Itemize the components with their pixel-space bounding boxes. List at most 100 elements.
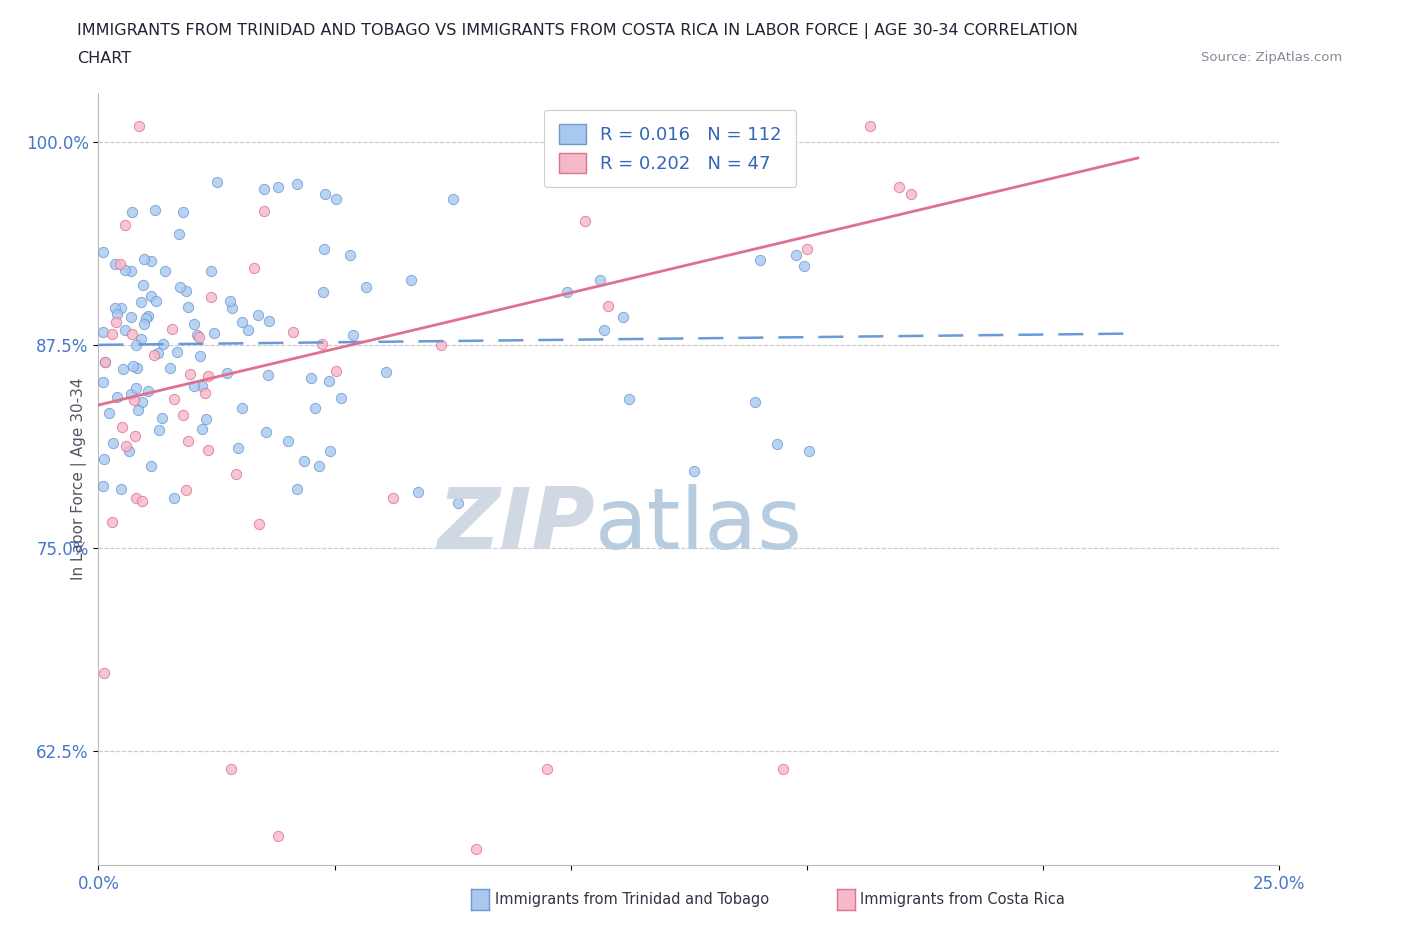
Text: Source: ZipAtlas.com: Source: ZipAtlas.com <box>1202 51 1343 64</box>
Point <box>124 429 146 444</box>
Point <box>139 458 162 473</box>
Point <box>128 118 150 133</box>
Y-axis label: In Labor Force | Age 30-34: In Labor Force | Age 30-34 <box>72 378 87 580</box>
Point <box>118 443 141 458</box>
Point <box>121 326 143 341</box>
Point <box>179 367 201 382</box>
Point <box>121 359 143 374</box>
Point <box>218 294 240 309</box>
Point <box>200 289 222 304</box>
Point <box>797 444 820 458</box>
Point <box>299 370 322 385</box>
Point <box>108 257 131 272</box>
Point <box>257 314 280 329</box>
Point <box>304 401 326 416</box>
Point <box>325 192 347 206</box>
Point <box>593 322 616 337</box>
Point <box>292 454 315 469</box>
Point <box>114 262 136 277</box>
Point <box>318 374 340 389</box>
Point <box>589 272 612 287</box>
Point <box>159 360 181 375</box>
Point <box>101 436 124 451</box>
Point <box>129 332 152 347</box>
Point <box>219 762 242 777</box>
Point <box>342 327 364 342</box>
Point <box>311 337 333 352</box>
Point <box>406 485 429 499</box>
Point <box>110 301 132 316</box>
Point <box>314 186 336 201</box>
Point <box>139 289 162 304</box>
Point <box>202 326 225 340</box>
Point <box>145 293 167 308</box>
Point <box>252 204 274 219</box>
Point <box>329 391 352 405</box>
Point <box>166 344 188 359</box>
Text: ZIP: ZIP <box>437 484 595 566</box>
Point <box>105 314 128 329</box>
Point <box>94 354 117 369</box>
Point <box>132 278 155 293</box>
Point <box>253 181 276 196</box>
Point <box>447 496 470 511</box>
Legend: R = 0.016   N = 112, R = 0.202   N = 47: R = 0.016 N = 112, R = 0.202 N = 47 <box>544 110 796 188</box>
Point <box>172 407 194 422</box>
Point <box>188 329 211 344</box>
Point <box>163 491 186 506</box>
Point <box>101 326 124 341</box>
Point <box>174 483 197 498</box>
Point <box>238 323 260 338</box>
Point <box>574 213 596 228</box>
Point <box>120 263 142 278</box>
Point <box>231 401 253 416</box>
Point <box>129 295 152 310</box>
Point <box>136 383 159 398</box>
Point <box>136 308 159 323</box>
Point <box>94 354 117 369</box>
Point <box>114 323 136 338</box>
Point <box>430 338 453 352</box>
Point <box>110 482 132 497</box>
Point <box>557 285 579 299</box>
Point <box>125 380 148 395</box>
Text: atlas: atlas <box>595 484 803 566</box>
Point <box>135 311 157 325</box>
Point <box>285 177 308 192</box>
Point <box>254 425 277 440</box>
Point <box>382 491 405 506</box>
Point <box>796 242 818 257</box>
Point <box>107 307 129 322</box>
Point <box>231 314 253 329</box>
Point <box>183 379 205 393</box>
Point <box>125 491 148 506</box>
Text: IMMIGRANTS FROM TRINIDAD AND TOBAGO VS IMMIGRANTS FROM COSTA RICA IN LABOR FORCE: IMMIGRANTS FROM TRINIDAD AND TOBAGO VS I… <box>77 23 1078 39</box>
Point <box>176 433 198 448</box>
Point <box>900 186 922 201</box>
Point <box>167 227 190 242</box>
Point <box>127 360 149 375</box>
Point <box>612 310 634 325</box>
Point <box>247 516 270 531</box>
Point <box>191 421 214 436</box>
Point <box>162 321 184 336</box>
Point <box>115 439 138 454</box>
Point <box>267 179 290 194</box>
Text: CHART: CHART <box>77 51 131 66</box>
Point <box>267 829 290 844</box>
Point <box>120 387 142 402</box>
Point <box>325 364 347 379</box>
Point <box>121 205 143 219</box>
Point <box>772 762 794 777</box>
Point <box>246 308 269 323</box>
Point <box>101 515 124 530</box>
Point <box>125 338 148 352</box>
Point <box>172 205 194 219</box>
Point <box>281 325 304 339</box>
Point <box>766 436 789 451</box>
Point <box>105 390 128 405</box>
Point <box>195 411 218 426</box>
Point <box>399 272 422 287</box>
Point <box>744 395 766 410</box>
Point <box>142 348 165 363</box>
